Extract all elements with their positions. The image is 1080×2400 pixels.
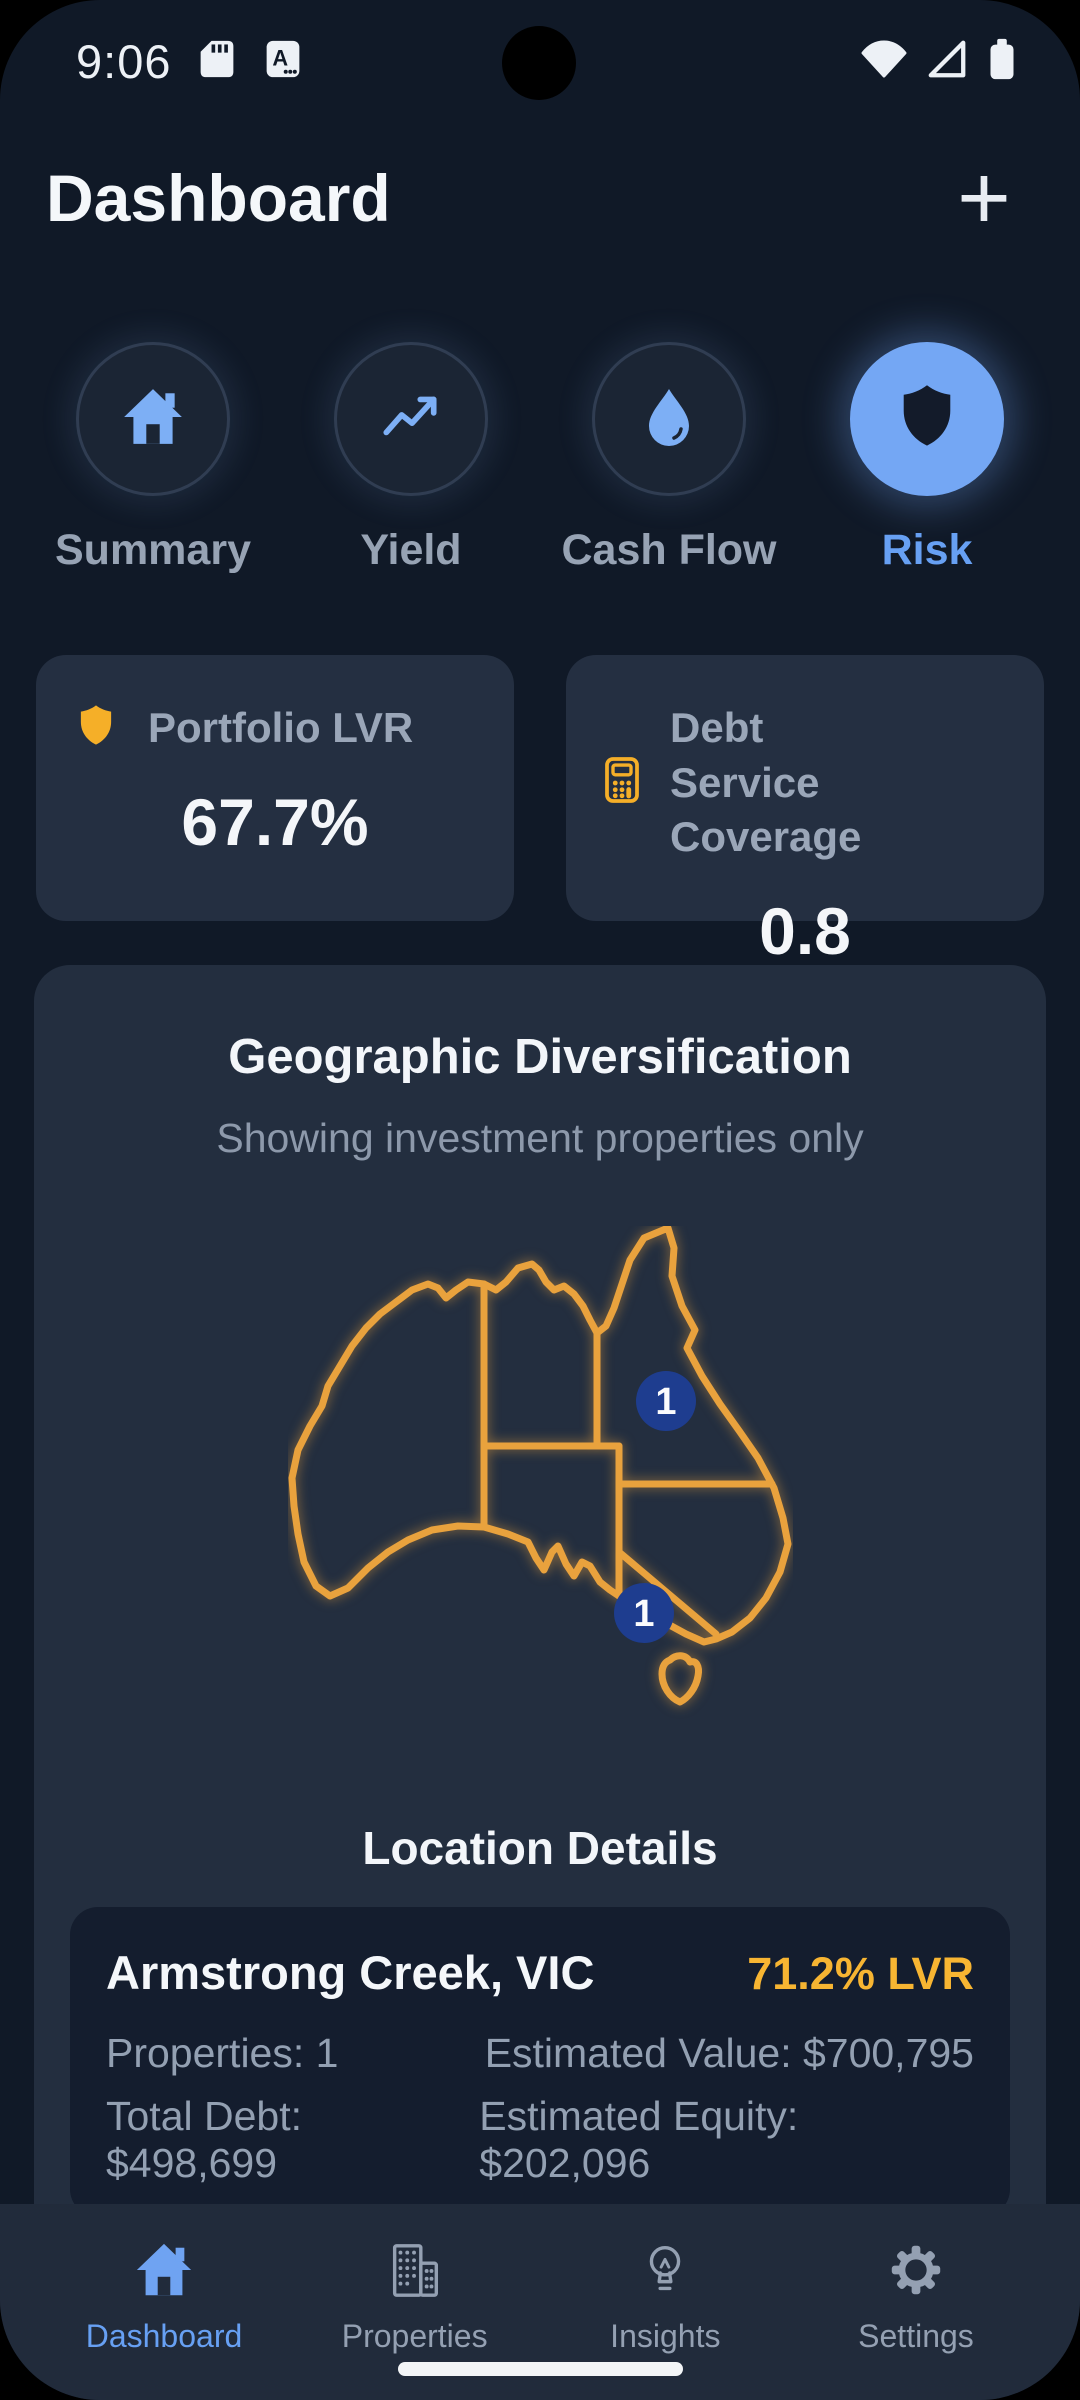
tab-yield-label: Yield	[360, 526, 462, 574]
australia-outline	[288, 1224, 791, 1706]
gear-icon	[885, 2239, 947, 2304]
stat-cards: Portfolio LVR 67.7% Debt Service Coverag…	[36, 655, 1044, 968]
location-properties: Properties: 1	[106, 2030, 339, 2076]
tab-cash-flow-label: Cash Flow	[561, 526, 777, 574]
nav-item-properties[interactable]: Properties	[305, 2238, 525, 2400]
house-icon	[120, 384, 186, 455]
wifi-icon	[860, 39, 908, 84]
tab-cash-flow-circle	[592, 342, 746, 496]
tab-cash-flow[interactable]: Cash Flow	[544, 342, 794, 575]
keyboard-a-icon: A	[263, 37, 303, 86]
nav-label-insights: Insights	[610, 2318, 721, 2354]
trending-up-icon	[378, 384, 444, 455]
debt-service-card: Debt Service Coverage 0.8	[566, 655, 1044, 968]
map-marker-qld[interactable]: 1	[635, 1371, 696, 1431]
nav-item-settings[interactable]: Settings	[806, 2238, 1026, 2400]
svg-text:A: A	[273, 45, 289, 70]
svg-text:1: 1	[655, 1381, 676, 1423]
portfolio-lvr-label: Portfolio LVR	[148, 704, 414, 751]
status-bar: 9:06 A	[0, 34, 1080, 89]
sd-card-icon	[197, 37, 237, 86]
tab-yield-circle	[334, 342, 488, 496]
nav-item-dashboard[interactable]: Dashboard	[54, 2238, 274, 2400]
portfolio-lvr-card: Portfolio LVR 67.7%	[36, 655, 514, 921]
house-icon	[133, 2239, 195, 2304]
shield-icon	[892, 381, 962, 458]
tab-yield[interactable]: Yield	[286, 342, 536, 575]
portfolio-lvr-value: 67.7%	[181, 784, 369, 859]
location-details-heading: Location Details	[362, 1822, 718, 1874]
debt-service-label: Debt Service Coverage	[670, 704, 862, 861]
status-bar-left: 9:06 A	[76, 34, 303, 89]
map-marker-vic[interactable]: 1	[613, 1583, 674, 1643]
geo-card-title: Geographic Diversification	[228, 1030, 852, 1084]
geo-card-subtitle: Showing investment properties only	[216, 1115, 864, 1161]
tab-summary-label: Summary	[55, 526, 251, 574]
nav-item-insights[interactable]: Insights	[555, 2238, 775, 2400]
add-button[interactable]: +	[944, 152, 1024, 244]
home-indicator[interactable]	[398, 2362, 683, 2376]
debt-service-value: 0.8	[759, 893, 851, 968]
camera-hole	[502, 26, 576, 100]
location-estimated-equity: Estimated Equity: $202,096	[479, 2093, 799, 2187]
location-total-debt: Total Debt: $498,699	[106, 2093, 302, 2187]
battery-icon	[986, 36, 1018, 87]
location-name: Armstrong Creek, VIC	[106, 1946, 595, 1999]
nav-label-settings: Settings	[858, 2318, 974, 2354]
location-card: Armstrong Creek, VIC 71.2% LVR Propertie…	[70, 1907, 1010, 2218]
location-estimated-value: Estimated Value: $700,795	[484, 2030, 974, 2076]
shield-amber-icon	[74, 702, 118, 755]
australia-map: 1 1	[288, 1224, 793, 1751]
nav-label-dashboard: Dashboard	[85, 2318, 243, 2354]
location-lvr-badge: 71.2% LVR	[747, 1948, 974, 1999]
tab-risk-circle	[850, 342, 1004, 496]
lightbulb-icon	[634, 2239, 696, 2304]
calculator-icon	[604, 756, 640, 809]
tab-risk[interactable]: Risk	[802, 342, 1052, 575]
cell-signal-icon	[926, 38, 968, 85]
nav-label-properties: Properties	[341, 2318, 488, 2354]
svg-text:1: 1	[633, 1593, 654, 1635]
page-title: Dashboard	[46, 161, 391, 235]
building-icon	[384, 2239, 446, 2304]
tab-summary[interactable]: Summary	[28, 342, 278, 575]
water-drop-icon	[637, 385, 701, 454]
dashboard-tabs: Summary Yield Cash Flow	[28, 342, 1052, 575]
tab-summary-circle	[76, 342, 230, 496]
status-bar-right	[860, 36, 1018, 87]
header: Dashboard +	[0, 152, 1080, 244]
tab-risk-label: Risk	[881, 526, 973, 574]
geographic-diversification-card: Geographic Diversification Showing inves…	[34, 965, 1046, 2262]
status-time: 9:06	[76, 35, 172, 88]
